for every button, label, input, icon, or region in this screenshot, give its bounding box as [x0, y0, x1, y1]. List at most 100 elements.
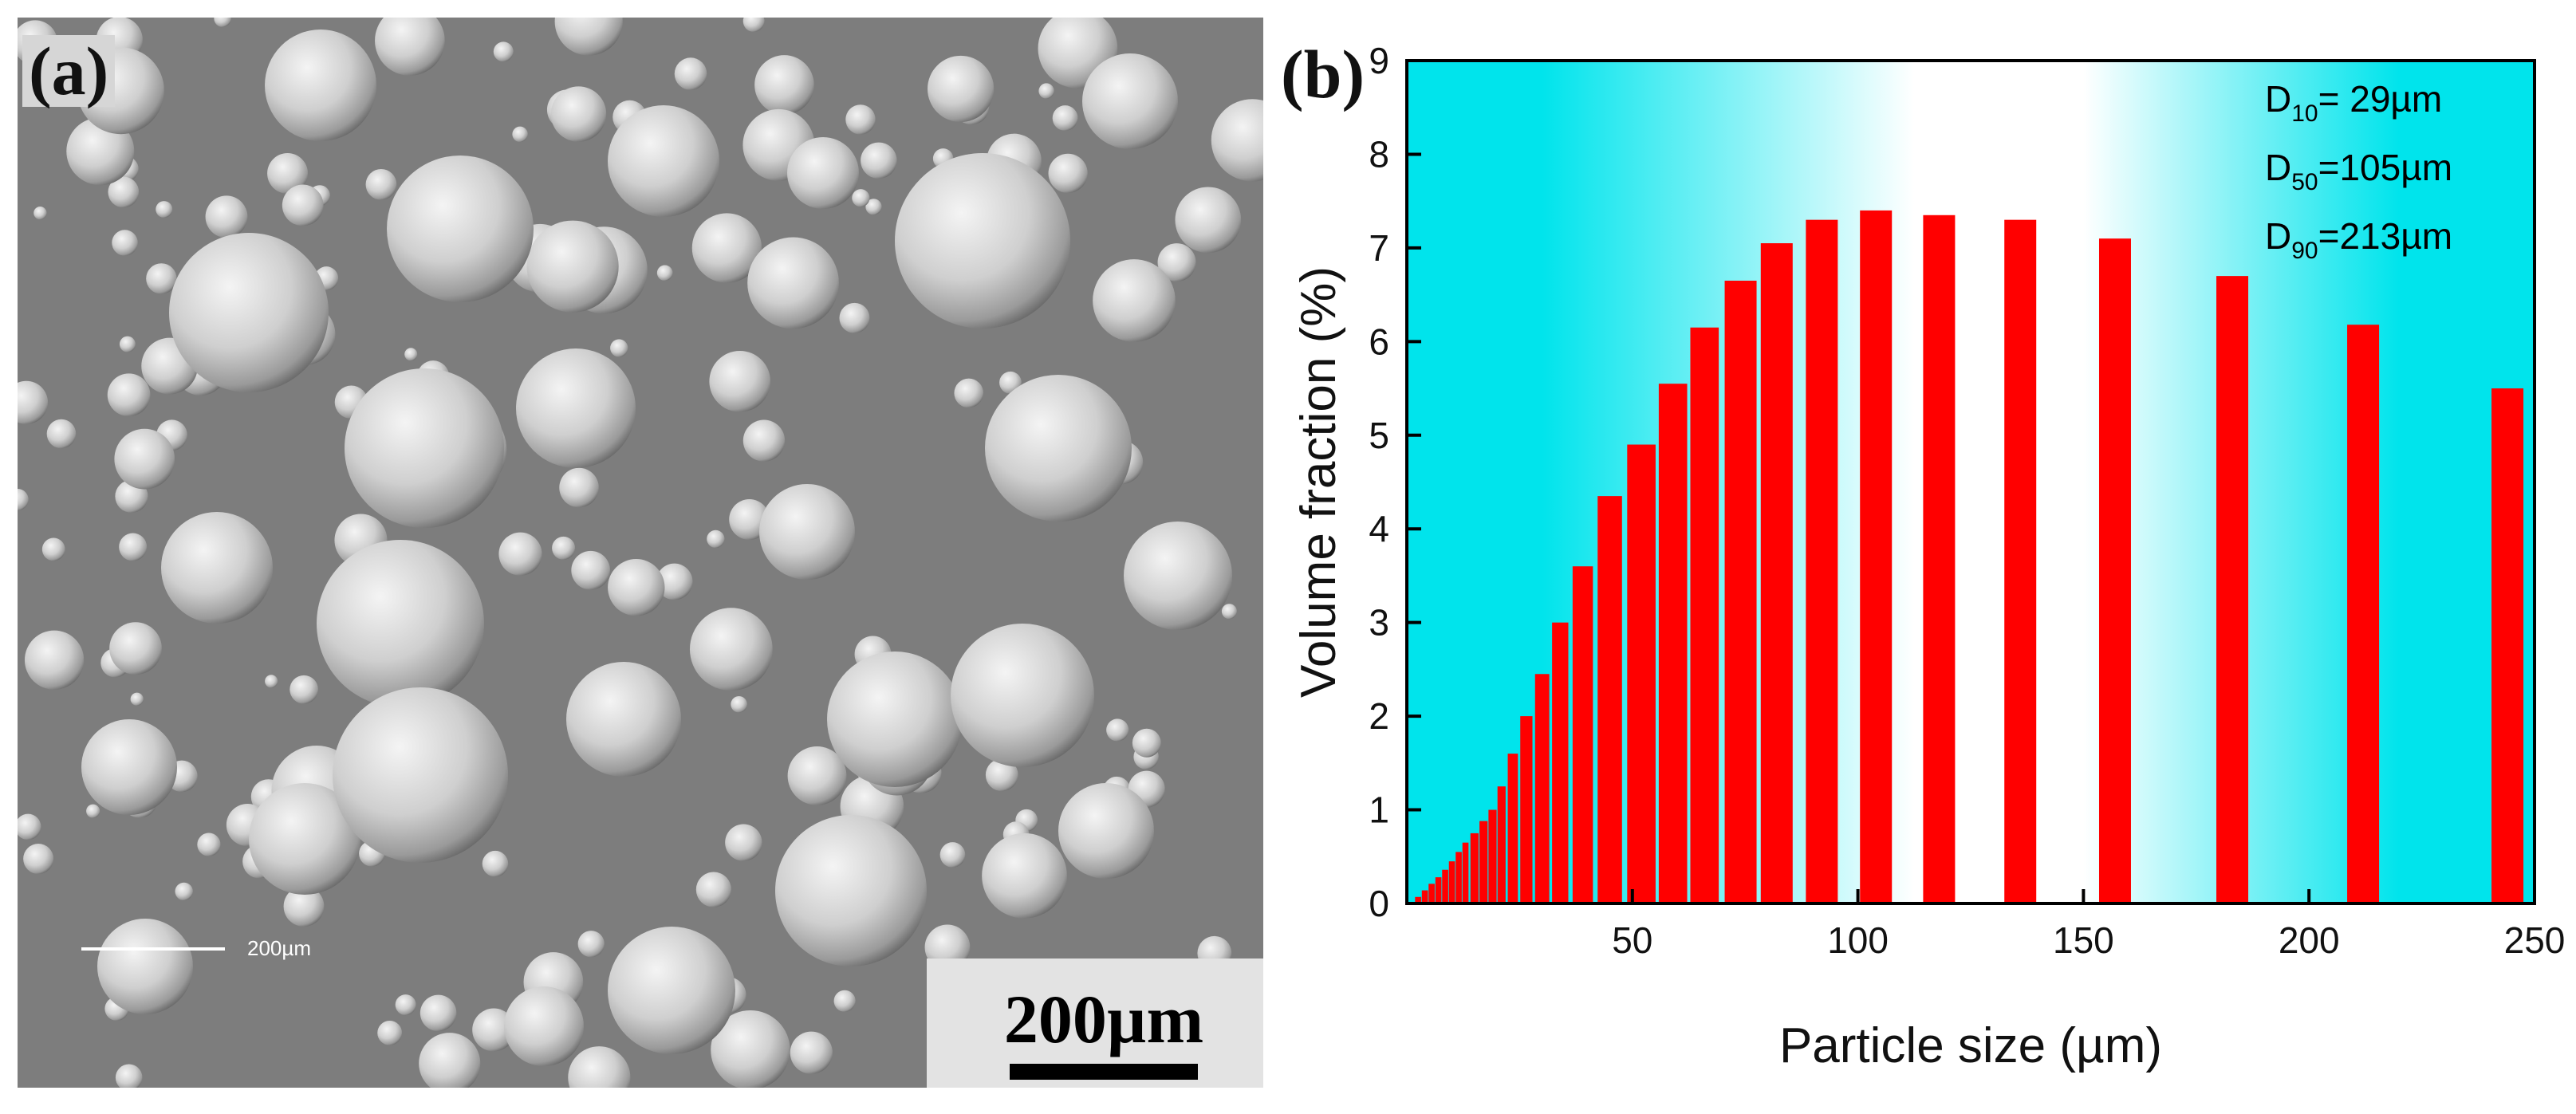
powder-particle [550, 86, 607, 142]
powder-particle [317, 540, 484, 707]
distribution-bar [1658, 384, 1688, 903]
distribution-bar [1462, 842, 1469, 903]
powder-particle [939, 842, 966, 868]
powder-particle [747, 237, 839, 329]
scale-bar-line [1010, 1064, 1198, 1080]
instrument-scale-label: 200µm [247, 936, 312, 960]
powder-particle [512, 126, 528, 143]
y-tick-label: 3 [1369, 602, 1389, 644]
powder-particle [775, 815, 927, 966]
powder-particle [787, 746, 847, 805]
powder-particle [282, 184, 324, 226]
powder-particle [81, 719, 177, 815]
powder-particle [333, 687, 508, 863]
powder-particle [689, 608, 773, 691]
powder-particle [985, 375, 1132, 522]
instrument-scale-line [81, 947, 225, 951]
x-axis-label: Particle size (µm) [1779, 1018, 2162, 1073]
distribution-bar [1923, 215, 1956, 903]
distribution-bar [1442, 869, 1448, 903]
powder-particle [33, 206, 47, 220]
distribution-bar [2098, 238, 2131, 904]
powder-particle [827, 651, 963, 787]
powder-particle [610, 339, 628, 357]
powder-particle [1175, 187, 1242, 254]
powder-particle [404, 348, 418, 361]
sem-image [18, 18, 1263, 1088]
x-tick-label: 50 [1612, 919, 1652, 961]
powder-particle [377, 1020, 403, 1045]
annotation-d10: D10= 29µm [2265, 78, 2442, 127]
powder-particle [265, 675, 278, 688]
distribution-bar [1597, 496, 1622, 903]
powder-particle [108, 176, 140, 208]
powder-particle [568, 1046, 631, 1088]
powder-particle [1221, 604, 1237, 620]
powder-particle [249, 783, 360, 895]
powder-particle [1211, 99, 1263, 182]
distribution-bar [2004, 219, 2037, 904]
powder-particle [97, 919, 193, 1014]
powder-particle [114, 428, 175, 490]
powder-particle [1058, 783, 1154, 879]
distribution-bar [1552, 622, 1569, 903]
panel-label-a: (a) [22, 35, 116, 107]
powder-particle [526, 220, 619, 313]
powder-particle [419, 994, 457, 1032]
powder-particle [852, 189, 870, 207]
distribution-bar [1860, 210, 1893, 903]
instrument-scale: 200µm [81, 935, 321, 966]
powder-particle [707, 529, 725, 549]
powder-particle [1157, 243, 1196, 282]
powder-particle [571, 550, 611, 590]
powder-particle [725, 824, 762, 861]
sem-micrograph: 200µm 200µm [18, 18, 1263, 1088]
powder-particle [46, 419, 77, 449]
distribution-bar [1448, 861, 1455, 903]
powder-particle [119, 336, 136, 352]
powder-particle [197, 833, 221, 856]
powder-particle [482, 850, 509, 877]
powder-particle [927, 55, 995, 123]
powder-particle [175, 882, 193, 901]
powder-particle [18, 488, 29, 511]
powder-particle [742, 18, 765, 33]
powder-particle [161, 512, 273, 624]
scale-bar: 200µm [927, 959, 1263, 1088]
distribution-bar [1435, 877, 1442, 903]
powder-particle [498, 532, 542, 576]
powder-particle [1132, 728, 1161, 758]
distribution-bar [1455, 852, 1462, 903]
distribution-bar [1520, 716, 1533, 903]
powder-particle [839, 302, 870, 333]
powder-particle [504, 986, 584, 1066]
powder-particle [107, 373, 151, 417]
powder-particle [205, 195, 248, 238]
powder-particle [552, 536, 576, 560]
powder-particle [865, 199, 882, 215]
powder-particle [23, 844, 54, 875]
distribution-bar [1806, 219, 1838, 904]
y-tick-label: 5 [1369, 415, 1389, 456]
distribution-bar [1760, 243, 1793, 903]
powder-particle [493, 41, 514, 62]
y-tick-label: 9 [1369, 40, 1389, 81]
powder-particle [365, 168, 397, 200]
distribution-bar [1724, 280, 1757, 903]
powder-particle [66, 117, 135, 186]
x-tick-label: 150 [2053, 919, 2114, 961]
powder-particle [419, 1033, 481, 1088]
y-tick-label: 4 [1369, 508, 1389, 549]
powder-particle [711, 1010, 790, 1088]
distribution-bar [1415, 896, 1421, 903]
distribution-bar [1488, 809, 1497, 903]
powder-particle [109, 622, 162, 675]
annotation-d90: D90=213µm [2265, 215, 2452, 264]
powder-particle [674, 57, 707, 90]
powder-particle [24, 630, 85, 690]
powder-particle [1082, 53, 1178, 149]
powder-particle [845, 104, 876, 135]
distribution-bar [1572, 566, 1593, 903]
powder-particle [472, 1008, 516, 1052]
distribution-bar [1627, 444, 1656, 903]
